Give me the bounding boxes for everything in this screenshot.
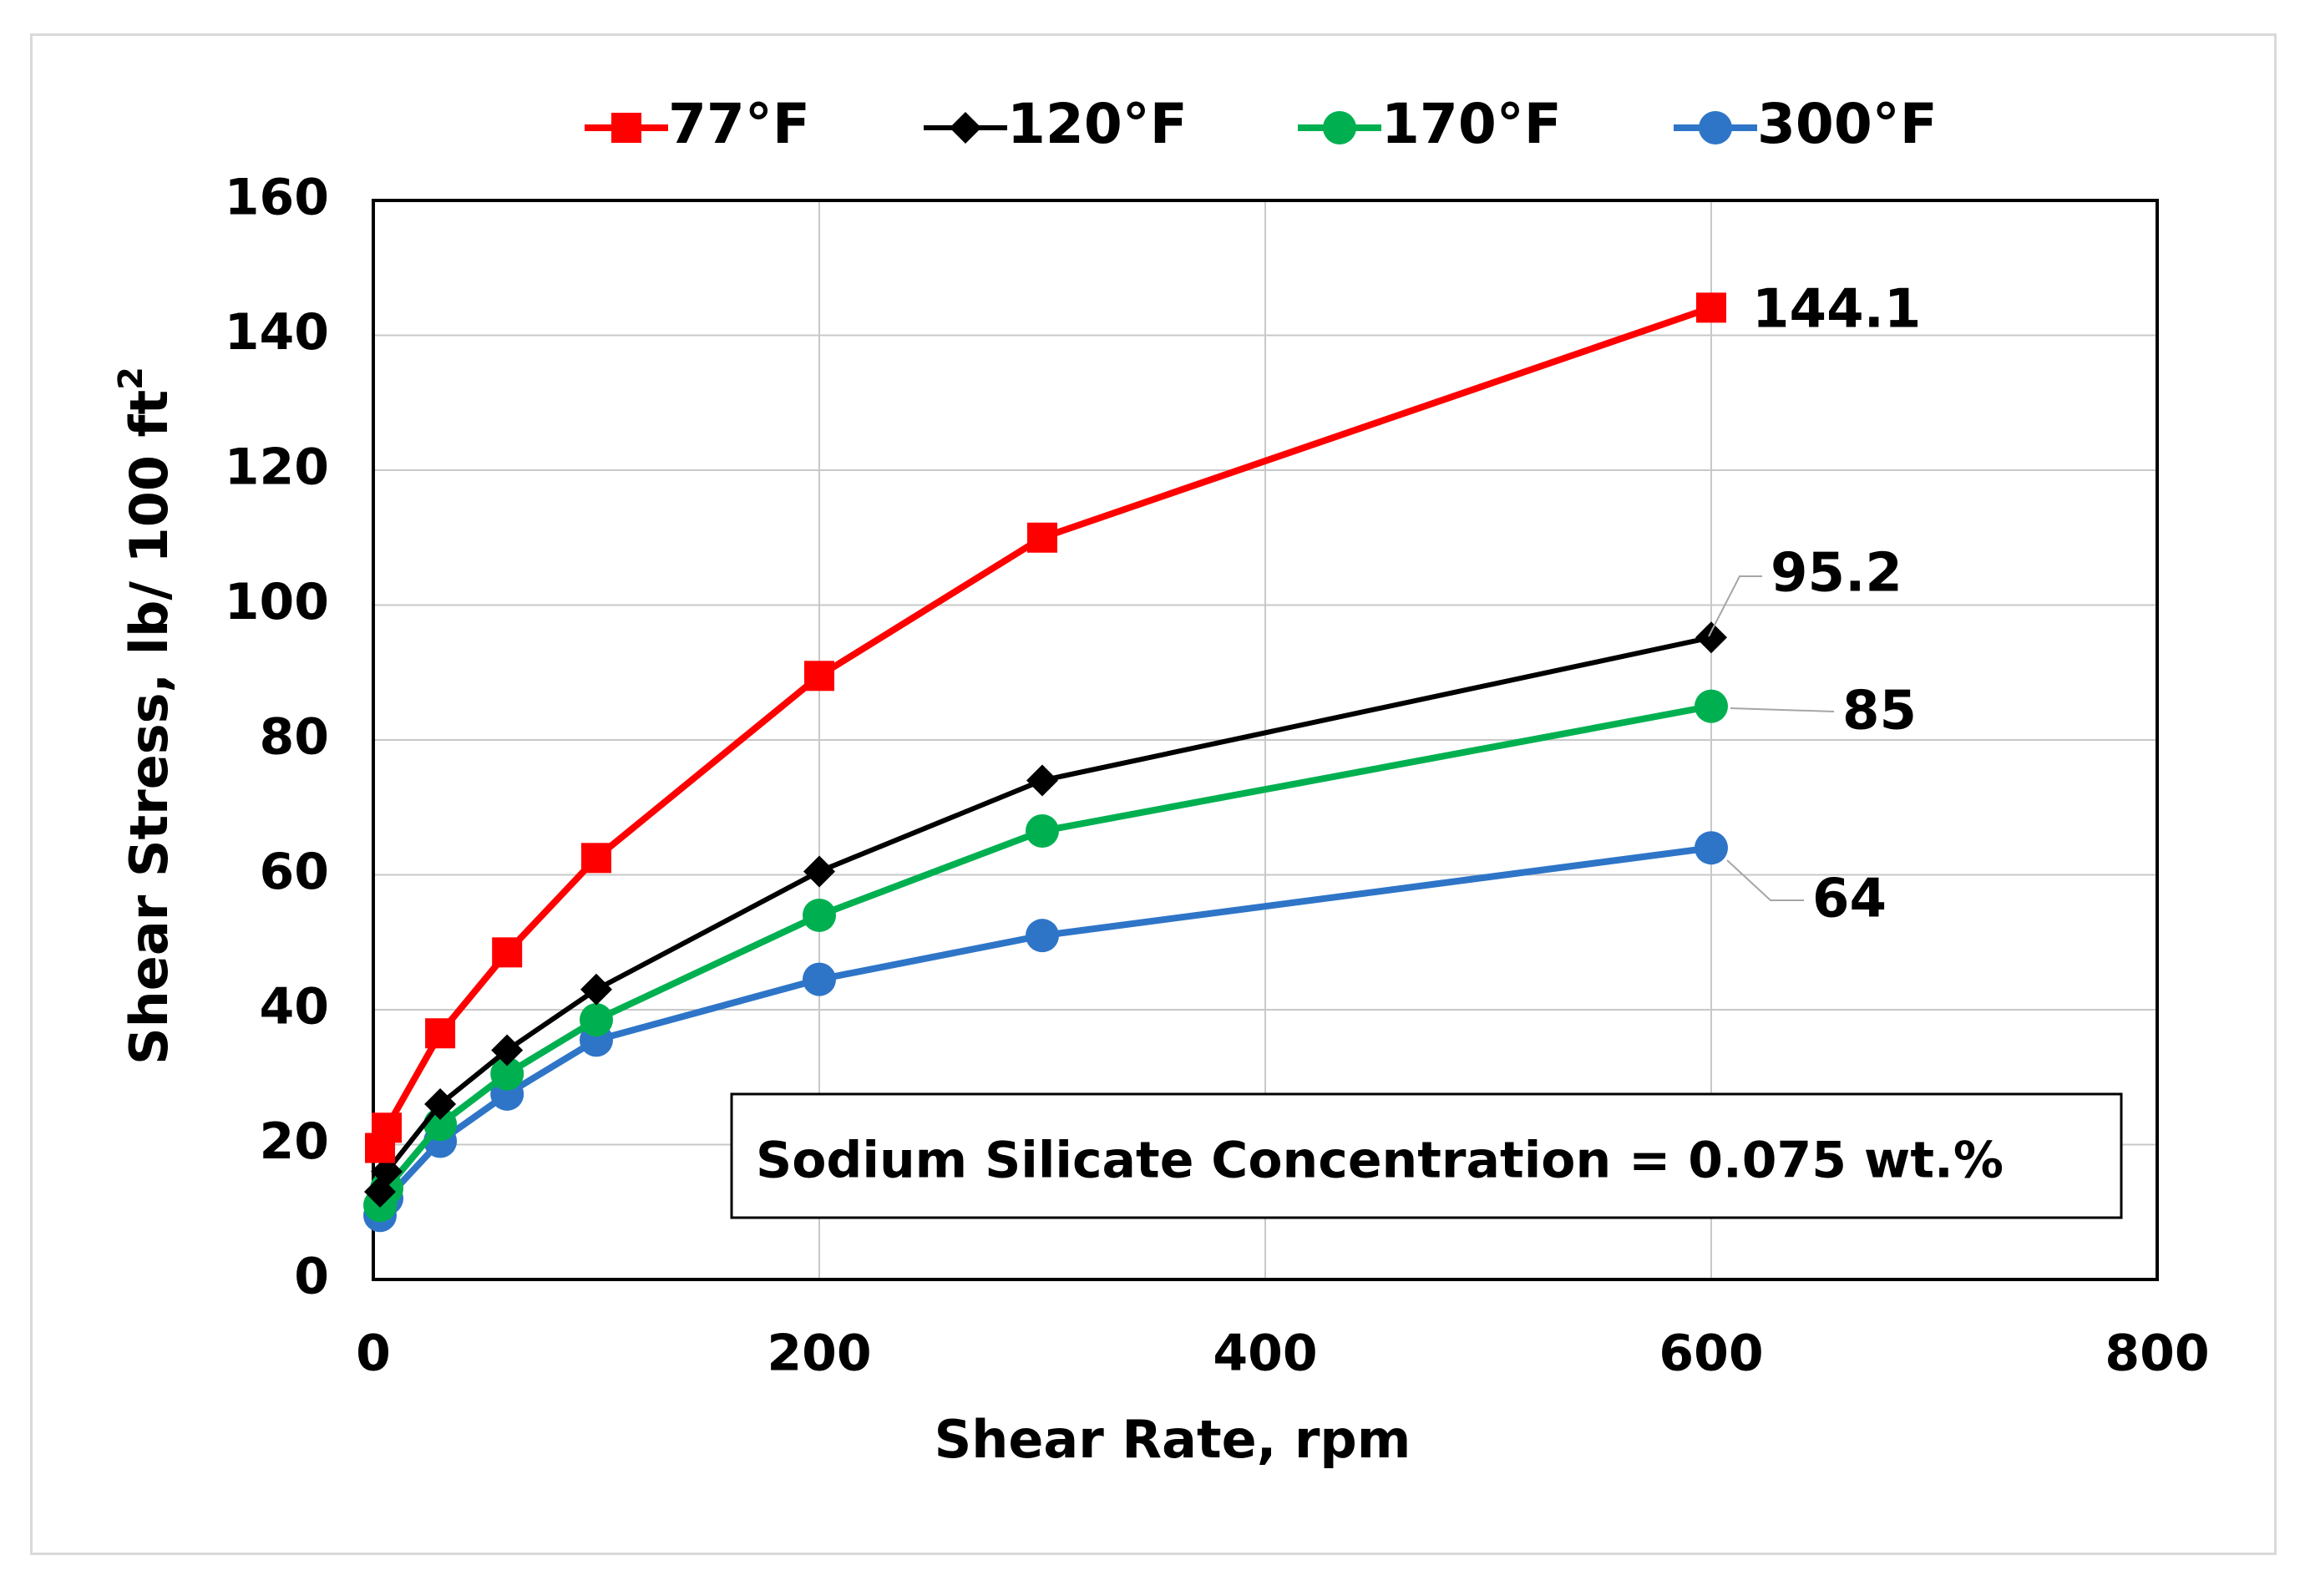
data-point	[371, 1155, 403, 1188]
data-point	[1026, 764, 1058, 797]
legend-label: 170°F	[1381, 92, 1562, 156]
data-point	[581, 843, 611, 874]
data-point	[803, 855, 835, 888]
series-lines	[363, 292, 1728, 1233]
data-point	[580, 1003, 613, 1037]
data-label: 95.2	[1771, 543, 1902, 605]
y-tick-label: 80	[260, 708, 330, 767]
data-point	[1695, 621, 1727, 654]
legend-label: 120°F	[1007, 92, 1188, 156]
x-tick-label: 600	[1659, 1325, 1763, 1383]
data-point	[1696, 292, 1726, 323]
data-point	[580, 973, 612, 1006]
data-label: 64	[1812, 869, 1887, 930]
x-tick-label: 200	[767, 1325, 871, 1383]
y-tick-label: 160	[225, 169, 329, 227]
legend: 77°F 120°F 170°F 300°F	[585, 92, 1938, 156]
data-point	[803, 898, 836, 932]
leader-line	[1730, 707, 1835, 712]
legend-marker	[1323, 111, 1356, 144]
data-point	[490, 1056, 524, 1091]
legend-item: 170°F	[1298, 92, 1562, 156]
data-label: 144.1	[1752, 279, 1921, 341]
y-axis-title-superscript: 2	[112, 367, 150, 390]
data-point	[803, 962, 836, 996]
leader-line	[1726, 859, 1804, 901]
legend-marker	[950, 112, 981, 144]
data-label: 85	[1842, 681, 1917, 742]
data-labels: 144.1 95.2 85 64	[1708, 279, 1921, 930]
y-tick-label: 120	[225, 438, 329, 497]
annotation-text: Sodium Silicate Concentration = 0.075 wt…	[756, 1132, 2004, 1190]
data-point	[1027, 522, 1057, 553]
data-point	[1026, 919, 1059, 953]
x-tick-label: 0	[356, 1325, 391, 1383]
data-point	[491, 1034, 524, 1067]
x-tick-label: 400	[1213, 1325, 1317, 1383]
data-point	[424, 1088, 457, 1121]
legend-marker	[611, 113, 641, 143]
plot-area	[372, 199, 2159, 1281]
legend-marker	[1699, 111, 1732, 144]
series-line	[377, 635, 1712, 1193]
legend-label: 77°F	[668, 92, 810, 156]
axis-ticks: 0 20 40 60 80 100 120 140 160 0 200 400 600 800	[225, 169, 2210, 1383]
leader-line	[1708, 575, 1762, 637]
legend-item: 120°F	[924, 92, 1188, 156]
y-tick-label: 100	[225, 573, 329, 631]
chart-frame	[30, 33, 2277, 1555]
annotation-box: Sodium Silicate Concentration = 0.075 wt…	[730, 1092, 2123, 1219]
y-axis-title: Shear Stress, lb/ 100 ft2	[112, 367, 180, 1065]
y-tick-label: 0	[294, 1248, 329, 1306]
annotation-frame	[730, 1092, 2123, 1219]
y-tick-label: 140	[225, 303, 329, 362]
data-point	[1695, 689, 1728, 723]
x-axis-title: Shear Rate, rpm	[935, 1409, 1411, 1470]
data-point	[1026, 814, 1059, 849]
data-point	[425, 1018, 456, 1049]
legend-item: 300°F	[1674, 92, 1938, 156]
y-tick-label: 40	[260, 978, 330, 1036]
data-point	[372, 1112, 403, 1143]
y-axis-title-text: Shear Stress, lb/ 100 ft	[119, 390, 180, 1065]
legend-label: 300°F	[1757, 92, 1938, 156]
data-point	[492, 937, 523, 968]
series-77FF	[365, 292, 1726, 1163]
data-point	[804, 661, 834, 692]
legend-item: 77°F	[585, 92, 810, 156]
series-line	[377, 304, 1713, 1149]
x-tick-label: 800	[2105, 1325, 2209, 1383]
series-120FF	[364, 621, 1727, 1208]
y-tick-label: 20	[260, 1112, 330, 1171]
data-point	[1695, 831, 1728, 865]
y-tick-label: 60	[260, 843, 330, 901]
